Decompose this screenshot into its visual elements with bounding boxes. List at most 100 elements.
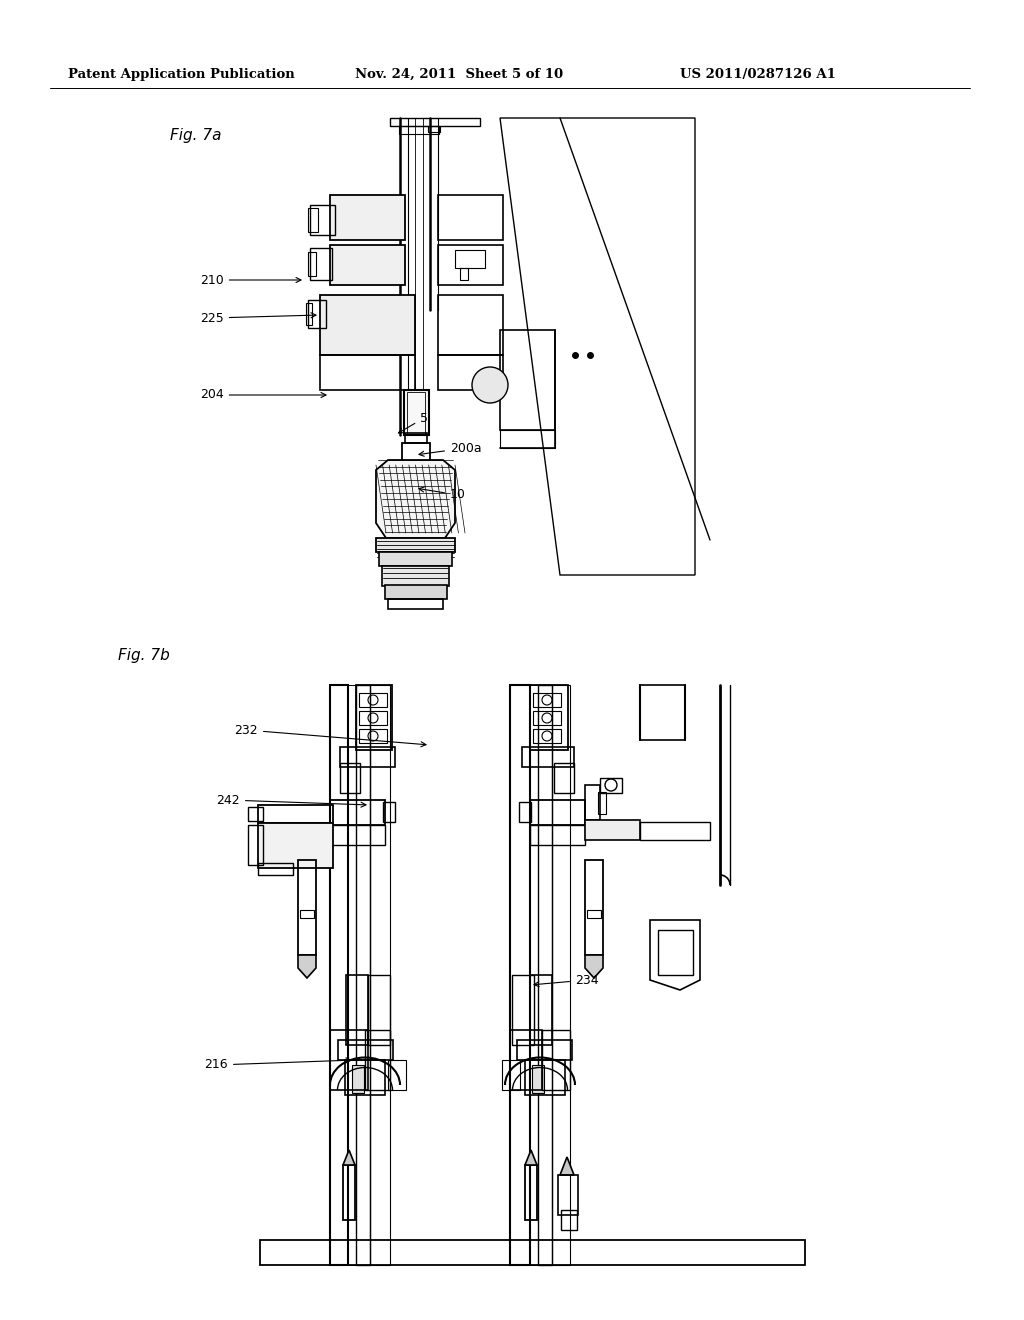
Bar bbox=[258, 822, 333, 869]
Bar bbox=[346, 975, 368, 1045]
Text: 200a: 200a bbox=[419, 441, 481, 457]
Bar bbox=[308, 209, 318, 232]
Bar bbox=[519, 803, 531, 822]
Bar bbox=[512, 975, 534, 1045]
Bar bbox=[310, 205, 335, 235]
Bar bbox=[319, 355, 415, 389]
Bar bbox=[298, 861, 316, 954]
Bar bbox=[438, 294, 503, 355]
Bar bbox=[600, 777, 622, 793]
Bar bbox=[500, 430, 555, 447]
Bar bbox=[388, 599, 443, 609]
Bar bbox=[359, 729, 387, 743]
Bar bbox=[530, 800, 585, 825]
Bar bbox=[330, 685, 348, 1265]
Bar bbox=[340, 763, 360, 793]
Bar bbox=[510, 685, 530, 1265]
Circle shape bbox=[472, 367, 508, 403]
Bar bbox=[438, 195, 503, 240]
Polygon shape bbox=[560, 1158, 574, 1175]
Bar bbox=[517, 1040, 572, 1060]
Bar bbox=[428, 125, 440, 132]
Text: 216: 216 bbox=[205, 1057, 351, 1072]
Bar bbox=[319, 294, 415, 355]
Bar bbox=[359, 711, 387, 725]
Text: 210: 210 bbox=[200, 273, 301, 286]
Bar bbox=[500, 330, 555, 430]
Bar bbox=[258, 805, 333, 822]
Bar bbox=[330, 246, 406, 285]
Bar bbox=[510, 1030, 542, 1090]
Bar bbox=[338, 1040, 393, 1060]
Bar bbox=[365, 1030, 390, 1090]
Bar bbox=[438, 355, 503, 389]
Bar bbox=[343, 1166, 355, 1220]
Bar bbox=[310, 248, 332, 280]
Bar bbox=[530, 685, 568, 750]
Bar bbox=[455, 249, 485, 268]
Bar bbox=[330, 1030, 368, 1090]
Bar bbox=[558, 1175, 578, 1214]
Bar bbox=[538, 685, 552, 1265]
Bar bbox=[640, 685, 685, 741]
Polygon shape bbox=[525, 1150, 537, 1166]
Text: Nov. 24, 2011  Sheet 5 of 10: Nov. 24, 2011 Sheet 5 of 10 bbox=[355, 69, 563, 81]
Bar bbox=[532, 1065, 544, 1093]
Bar bbox=[460, 268, 468, 280]
Bar bbox=[330, 825, 385, 845]
Bar bbox=[525, 1166, 537, 1220]
Bar bbox=[438, 246, 503, 285]
Bar bbox=[530, 685, 538, 1265]
Bar bbox=[248, 825, 263, 865]
Bar bbox=[585, 861, 603, 954]
Bar bbox=[379, 552, 452, 566]
Text: US 2011/0287126 A1: US 2011/0287126 A1 bbox=[680, 69, 836, 81]
Bar bbox=[330, 800, 385, 825]
Bar bbox=[385, 585, 447, 599]
Bar bbox=[300, 909, 314, 917]
Polygon shape bbox=[585, 954, 603, 978]
Bar bbox=[530, 975, 552, 1045]
Bar bbox=[598, 792, 606, 814]
Bar bbox=[585, 785, 600, 820]
Bar bbox=[534, 711, 561, 725]
Bar bbox=[370, 685, 390, 1265]
Text: Fig. 7a: Fig. 7a bbox=[170, 128, 221, 143]
Bar bbox=[404, 389, 429, 436]
Polygon shape bbox=[343, 1150, 355, 1166]
Bar bbox=[388, 1060, 406, 1090]
Bar bbox=[383, 803, 395, 822]
Text: 232: 232 bbox=[234, 723, 426, 747]
Bar bbox=[330, 195, 406, 240]
Bar bbox=[345, 1060, 385, 1096]
Bar bbox=[348, 685, 356, 1265]
Bar bbox=[308, 300, 326, 327]
Bar bbox=[534, 693, 561, 708]
Bar bbox=[352, 1065, 364, 1093]
Bar bbox=[356, 685, 392, 750]
Text: Fig. 7b: Fig. 7b bbox=[118, 648, 170, 663]
Bar bbox=[340, 747, 395, 767]
Bar bbox=[399, 125, 439, 135]
Bar bbox=[382, 566, 449, 586]
Bar bbox=[587, 909, 601, 917]
Bar bbox=[248, 807, 263, 821]
Text: 234: 234 bbox=[534, 974, 599, 986]
Bar bbox=[525, 1060, 565, 1096]
Bar bbox=[640, 822, 710, 840]
Text: Patent Application Publication: Patent Application Publication bbox=[68, 69, 295, 81]
Bar bbox=[390, 117, 480, 125]
Bar bbox=[368, 975, 390, 1045]
Bar bbox=[359, 693, 387, 708]
Bar bbox=[534, 729, 561, 743]
Bar bbox=[530, 825, 585, 845]
Bar bbox=[258, 863, 293, 875]
Text: 225: 225 bbox=[200, 312, 316, 325]
Bar bbox=[552, 685, 570, 1265]
Bar bbox=[542, 1030, 570, 1090]
Polygon shape bbox=[298, 954, 316, 978]
Bar bbox=[376, 539, 455, 552]
Polygon shape bbox=[376, 459, 455, 539]
Bar bbox=[522, 747, 574, 767]
Bar bbox=[308, 252, 316, 276]
